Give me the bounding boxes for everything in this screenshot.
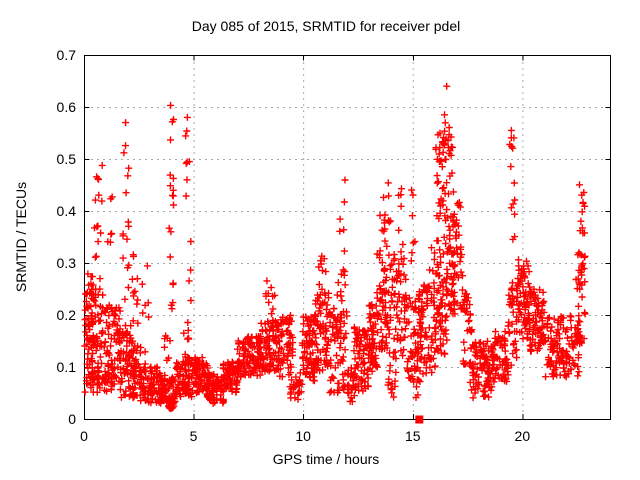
y-axis-label: SRMTID / TECUs bbox=[13, 181, 29, 293]
x-tick-label: 5 bbox=[189, 428, 198, 444]
scatter-plot-svg bbox=[81, 55, 611, 424]
y-tick-label: 0.6 bbox=[56, 99, 76, 115]
y-tick-label: 0 bbox=[68, 411, 76, 427]
y-tick-label: 0.5 bbox=[56, 151, 76, 167]
x-axis-label: GPS time / hours bbox=[272, 451, 380, 467]
chart-title: Day 085 of 2015, SRMTID for receiver pde… bbox=[191, 18, 461, 34]
y-tick-label: 0.7 bbox=[56, 47, 76, 63]
x-tick-label: 0 bbox=[80, 428, 88, 444]
y-tick-label: 0.2 bbox=[56, 307, 76, 323]
plot-area bbox=[81, 55, 611, 424]
y-tick-label: 0.3 bbox=[56, 255, 76, 271]
y-tick-label: 0.4 bbox=[56, 203, 76, 219]
x-tick-label: 10 bbox=[295, 428, 311, 444]
data-points-plus-markers bbox=[81, 82, 589, 412]
y-tick-label: 0.1 bbox=[56, 359, 76, 375]
x-tick-label: 20 bbox=[514, 428, 531, 444]
x-tick-label: 15 bbox=[404, 428, 421, 444]
special-point-filled-square bbox=[415, 415, 424, 424]
